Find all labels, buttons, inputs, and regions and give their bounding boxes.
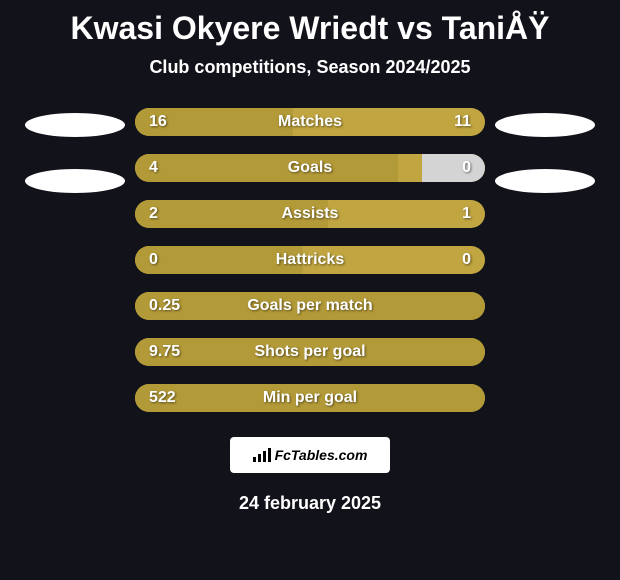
stat-value-left: 522 — [149, 389, 189, 407]
stat-label: Goals per match — [189, 297, 431, 315]
logo-text: FcTables.com — [275, 447, 368, 463]
player-flag-right — [495, 169, 595, 193]
stat-value-right: 0 — [431, 251, 471, 269]
stat-content: 16Matches11 — [135, 108, 485, 136]
stat-value-right: 11 — [431, 113, 471, 131]
stat-value-left: 16 — [149, 113, 189, 131]
footer-date: 24 february 2025 — [239, 493, 381, 514]
player-flag-left — [25, 113, 125, 137]
stat-value-left: 0 — [149, 251, 189, 269]
page-subtitle: Club competitions, Season 2024/2025 — [149, 57, 470, 78]
stat-row: 0.25Goals per match — [135, 292, 485, 320]
stat-label: Assists — [189, 205, 431, 223]
stat-content: 522Min per goal — [135, 384, 485, 412]
stat-value-left: 9.75 — [149, 343, 189, 361]
stat-row: 0Hattricks0 — [135, 246, 485, 274]
chart-icon — [253, 448, 271, 462]
stat-label: Hattricks — [189, 251, 431, 269]
stats-container: 16Matches114Goals02Assists10Hattricks00.… — [0, 108, 620, 412]
stat-label: Min per goal — [189, 389, 431, 407]
stat-row: 16Matches11 — [135, 108, 485, 136]
stat-value-right: 0 — [431, 159, 471, 177]
stat-row: 9.75Shots per goal — [135, 338, 485, 366]
player-flag-left — [25, 169, 125, 193]
stat-content: 2Assists1 — [135, 200, 485, 228]
right-flag-column — [495, 108, 595, 193]
stat-value-left: 0.25 — [149, 297, 189, 315]
stat-value-left: 4 — [149, 159, 189, 177]
stat-label: Shots per goal — [189, 343, 431, 361]
stat-content: 0Hattricks0 — [135, 246, 485, 274]
stat-row: 522Min per goal — [135, 384, 485, 412]
stat-content: 0.25Goals per match — [135, 292, 485, 320]
stat-content: 4Goals0 — [135, 154, 485, 182]
stat-value-left: 2 — [149, 205, 189, 223]
stats-column: 16Matches114Goals02Assists10Hattricks00.… — [135, 108, 485, 412]
footer-logo[interactable]: FcTables.com — [230, 437, 390, 473]
stat-row: 4Goals0 — [135, 154, 485, 182]
left-flag-column — [25, 108, 125, 193]
page-title: Kwasi Okyere Wriedt vs TaniÅŸ — [71, 10, 550, 47]
stat-value-right: 1 — [431, 205, 471, 223]
stat-content: 9.75Shots per goal — [135, 338, 485, 366]
stat-row: 2Assists1 — [135, 200, 485, 228]
player-flag-right — [495, 113, 595, 137]
stat-label: Matches — [189, 113, 431, 131]
stat-label: Goals — [189, 159, 431, 177]
